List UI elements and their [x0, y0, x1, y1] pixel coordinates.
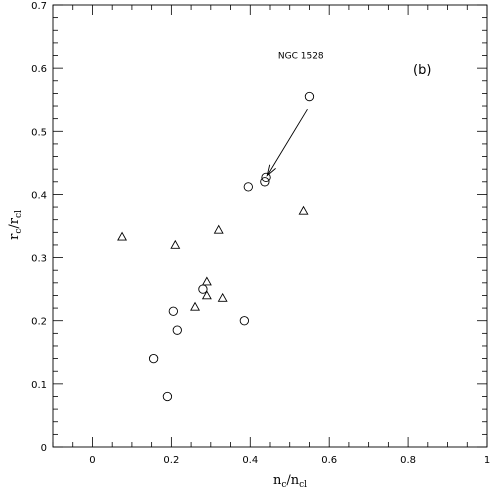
x-axis-title-main: n	[273, 473, 282, 488]
x-tick-label: 0.6	[321, 455, 337, 466]
x-tick-label: 0	[89, 455, 95, 466]
circle-point	[304, 91, 315, 102]
triangle-point	[117, 231, 128, 241]
circle-point	[260, 177, 270, 187]
y-tick-label: 0	[41, 443, 47, 454]
triangle-point	[201, 276, 212, 286]
y-tick-label: 0.3	[31, 254, 47, 265]
x-tick-labels: 0 0.2 0.4 0.6 0.8 1	[89, 455, 490, 466]
annotation-layer	[266, 108, 308, 177]
y-tick-label: 0.7	[31, 1, 47, 12]
x-axis-title-sub-den: cl	[299, 480, 307, 490]
circle-point	[162, 391, 173, 402]
circle-point	[239, 316, 250, 326]
x-axis-title: nc/ncl	[273, 473, 307, 490]
x-tick-label: 0.8	[400, 455, 416, 466]
axis-ticks	[52, 4, 488, 448]
annotation-arrow-line	[266, 108, 308, 176]
x-tick-label: 0.4	[242, 455, 258, 466]
y-tick-label: 0.5	[31, 127, 47, 138]
triangle-point	[170, 239, 181, 249]
y-tick-labels: 0 0.1 0.2 0.3 0.4 0.5 0.6 0.7	[31, 1, 47, 454]
y-axis-title-sub-num: c	[14, 229, 24, 234]
panel-label: (b)	[413, 63, 431, 78]
x-axis-title-div: /n	[286, 473, 299, 488]
circle-point	[198, 284, 208, 294]
circle-point	[148, 353, 159, 364]
y-axis-title-sub-den: cl	[14, 210, 24, 218]
triangle-point	[213, 224, 224, 234]
x-tick-label: 0.2	[163, 455, 179, 466]
data-points	[117, 91, 315, 402]
y-axis-title: rc/rcl	[7, 210, 24, 240]
x-tick-label: 1	[484, 455, 490, 466]
annotation-arrow-head	[266, 164, 276, 177]
triangle-point	[298, 205, 309, 215]
annotation-label: NGC 1528	[278, 52, 324, 62]
triangle-point	[217, 292, 228, 302]
circle-point	[172, 325, 182, 335]
y-axis-title-main: r	[7, 233, 22, 240]
x-axis-title-sub-num: c	[281, 480, 286, 490]
y-tick-label: 0.6	[31, 64, 47, 75]
y-tick-label: 0.2	[31, 317, 47, 328]
y-tick-label: 0.4	[31, 190, 47, 201]
triangle-point	[201, 290, 212, 300]
circle-point	[243, 182, 253, 192]
circle-point	[261, 172, 271, 183]
circle-point	[168, 306, 178, 316]
triangle-point	[190, 301, 201, 311]
y-axis-title-div: /r	[7, 217, 22, 228]
y-tick-label: 0.1	[31, 380, 47, 391]
